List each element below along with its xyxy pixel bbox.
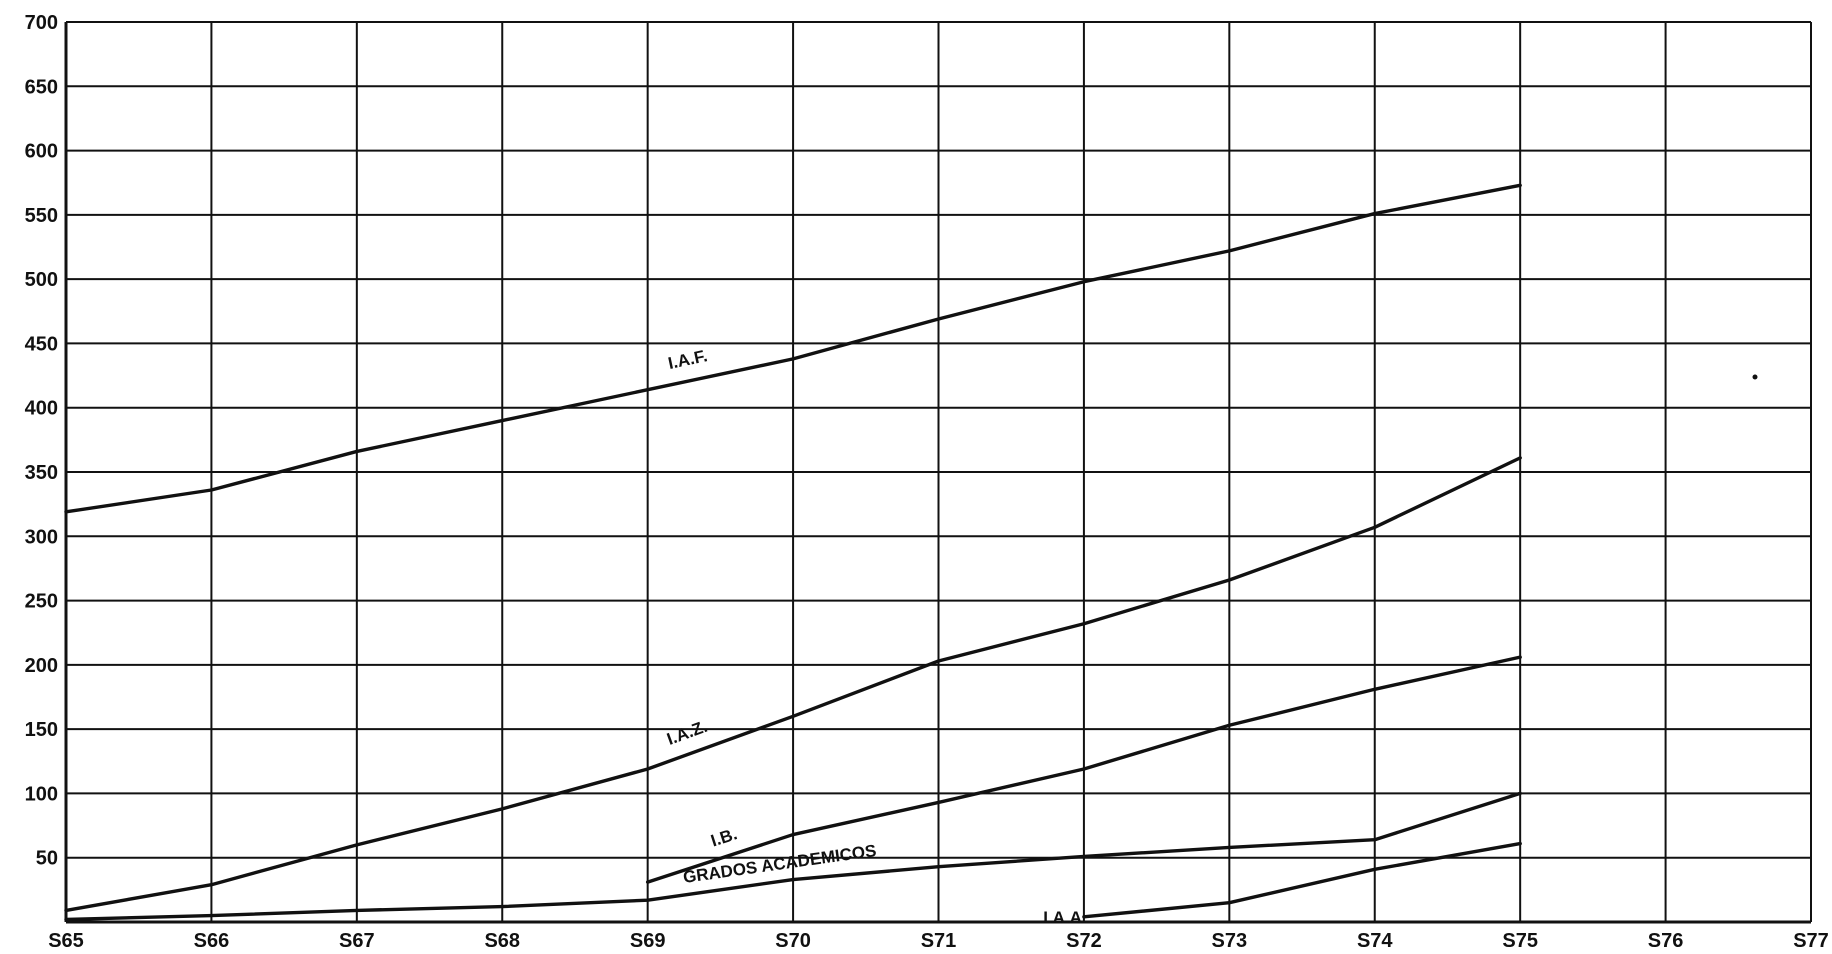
data-point: [1082, 622, 1086, 626]
x-axis-tick-labels: S65 S66 S67 S68 S69 S70 S71 S72 S73 S74 S75 S76 S77: [48, 930, 1829, 952]
y-tick-label: 200: [25, 655, 58, 677]
data-point: [64, 908, 68, 912]
data-point: [1518, 456, 1522, 460]
data-point: [355, 908, 359, 912]
data-point: [646, 767, 650, 771]
y-tick-label: 400: [25, 398, 58, 420]
y-tick-label: 250: [25, 591, 58, 613]
y-tick-label: 300: [25, 526, 58, 548]
data-point: [646, 898, 650, 902]
x-tick-label: S67: [339, 930, 375, 952]
x-tick-label: S77: [1793, 930, 1829, 952]
data-point: [1227, 845, 1231, 849]
series-label: I.A.Z.: [664, 717, 710, 749]
data-point: [937, 659, 940, 663]
data-point: [1373, 867, 1377, 871]
data-point: [1518, 791, 1522, 795]
data-point: [1227, 578, 1231, 582]
data-point: [791, 833, 795, 837]
grid: [64, 21, 1812, 924]
data-point: [1082, 854, 1086, 858]
x-tick-label: S76: [1648, 930, 1684, 952]
data-point: [1518, 842, 1522, 846]
data-point: [500, 419, 504, 423]
x-tick-label: S71: [921, 930, 957, 952]
data-point: [355, 843, 359, 847]
x-tick-label: S69: [630, 930, 666, 952]
y-tick-label: 650: [25, 76, 58, 98]
x-tick-label: S73: [1212, 930, 1248, 952]
data-point: [1227, 901, 1231, 905]
data-point: [791, 714, 795, 718]
series-label: I.A.F.: [666, 346, 709, 373]
x-tick-label: S65: [48, 930, 84, 952]
series-line-i-a-a: [1082, 841, 1522, 919]
data-point: [1373, 525, 1377, 529]
data-point: [209, 488, 213, 492]
data-point: [1227, 249, 1231, 253]
data-point: [209, 914, 213, 918]
data-point: [1373, 212, 1377, 216]
data-point: [1082, 280, 1086, 284]
y-axis-tick-labels: 50 100 150 200 250 300 350 400 450 500 550 600 650 70…: [25, 12, 58, 870]
x-tick-label: S74: [1357, 930, 1393, 952]
data-point: [500, 807, 504, 811]
y-tick-label: 550: [25, 205, 58, 227]
data-point: [355, 449, 359, 453]
y-tick-label: 100: [25, 783, 58, 805]
data-point: [937, 865, 940, 869]
y-tick-label: 50: [36, 848, 58, 870]
data-point: [64, 917, 68, 921]
data-point: [209, 883, 213, 887]
y-tick-label: 600: [25, 141, 58, 163]
data-point: [791, 878, 795, 882]
x-tick-label: S68: [484, 930, 520, 952]
x-tick-label: S70: [775, 930, 811, 952]
data-point: [1373, 687, 1377, 691]
y-tick-label: 450: [25, 333, 58, 355]
data-point: [937, 317, 940, 321]
data-point: [1082, 915, 1086, 919]
y-tick-label: 500: [25, 269, 58, 291]
data-point: [1227, 723, 1231, 727]
x-tick-label: S75: [1502, 930, 1538, 952]
series-lines: [64, 183, 1522, 922]
data-point: [1518, 183, 1522, 187]
data-point: [1518, 655, 1522, 659]
data-point: [791, 357, 795, 361]
data-point: [1373, 838, 1377, 842]
y-tick-label: 700: [25, 12, 58, 34]
data-point: [1082, 767, 1086, 771]
data-point: [64, 510, 68, 514]
data-point: [500, 905, 504, 909]
y-tick-label: 150: [25, 719, 58, 741]
stray-dot: [1752, 374, 1758, 380]
series-label: I.B.: [708, 824, 739, 850]
data-point: [646, 880, 650, 884]
series-label: I.A.A.: [1043, 908, 1086, 927]
data-point: [937, 800, 940, 804]
data-point: [646, 388, 650, 392]
x-tick-label: S72: [1066, 930, 1102, 952]
x-tick-label: S66: [194, 930, 230, 952]
y-tick-label: 350: [25, 462, 58, 484]
